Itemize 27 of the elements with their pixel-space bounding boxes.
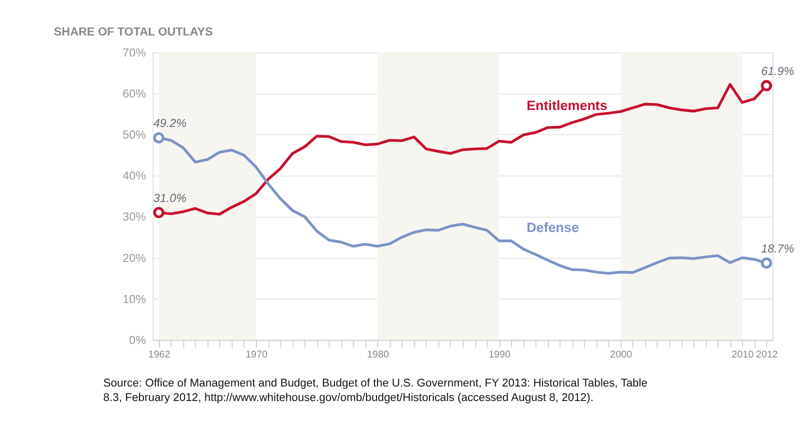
- y-tick-label: 0%: [129, 334, 146, 347]
- data-label: 49.2%: [153, 117, 186, 130]
- x-tick-label: 2012: [756, 349, 778, 360]
- y-tick-label: 60%: [122, 88, 146, 101]
- x-tick-label: 2000: [610, 349, 633, 360]
- point: [153, 132, 164, 144]
- point: [760, 257, 772, 269]
- x-tick-label: 1970: [245, 349, 268, 360]
- y-tick-label: 30%: [122, 210, 146, 224]
- y-tick-label: 20%: [122, 252, 146, 265]
- data-label: 31.0%: [153, 192, 186, 205]
- chart-title: SHARE OF TOTAL OUTLAYS: [54, 25, 214, 38]
- x-tick-label: 1990: [488, 349, 512, 360]
- y-tick-label: 40%: [122, 170, 146, 183]
- point: [760, 80, 772, 92]
- x-tick-label: 1962: [148, 349, 170, 360]
- point: [153, 206, 164, 218]
- y-tick-label: 70%: [122, 46, 146, 60]
- source-note: Source: Office of Management and Budget, Budget of the U.S. Government, FY 2013: Historical Tables, Table 8.3, February 2012, http://www.whitehouse.gov/omb/budget/Historicals (accessed August 8, 2012).: [103, 378, 648, 404]
- series-label: Defense: [526, 220, 580, 235]
- y-tick-label: 10%: [122, 292, 146, 306]
- x-tick-label: 1980: [367, 349, 390, 360]
- data-label: 18.7%: [761, 242, 794, 256]
- y-tick-label: 50%: [122, 128, 146, 142]
- series-label: Entitlements: [526, 98, 608, 114]
- x-tick-label: 2010: [732, 349, 754, 360]
- data-label: 61.9%: [761, 64, 794, 78]
